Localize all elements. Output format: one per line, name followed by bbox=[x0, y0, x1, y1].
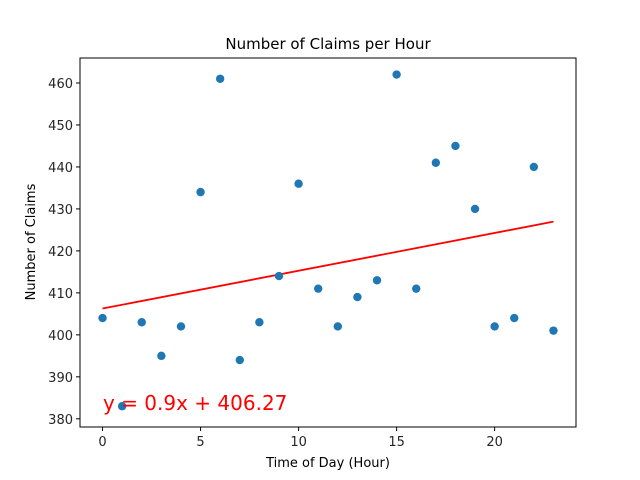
y-axis-label: Number of Claims bbox=[24, 183, 39, 300]
data-point bbox=[529, 162, 539, 172]
y-tick-label: 410 bbox=[48, 287, 73, 302]
data-point bbox=[137, 318, 146, 327]
y-tick-label: 450 bbox=[48, 119, 73, 134]
data-point bbox=[412, 284, 421, 293]
y-tick-label: 420 bbox=[48, 245, 73, 260]
regression-equation-label: y = 0.9x + 406.27 bbox=[103, 391, 287, 415]
y-tick-label: 460 bbox=[48, 77, 73, 92]
x-tick-label: 10 bbox=[290, 435, 307, 450]
data-point bbox=[510, 313, 519, 323]
x-tick-label: 20 bbox=[486, 435, 503, 450]
data-point bbox=[313, 284, 323, 293]
y-tick-label: 430 bbox=[48, 203, 73, 218]
data-point bbox=[255, 318, 264, 327]
x-tick-label: 0 bbox=[98, 435, 106, 450]
regression-line bbox=[102, 220, 554, 310]
data-point bbox=[470, 204, 480, 214]
x-tick-label: 15 bbox=[388, 435, 405, 450]
data-point bbox=[549, 326, 558, 335]
data-point bbox=[490, 322, 499, 331]
data-point bbox=[235, 355, 244, 365]
data-point bbox=[372, 276, 382, 285]
y-tick-label: 400 bbox=[48, 329, 73, 344]
chart-title: Number of Claims per Hour bbox=[225, 35, 431, 53]
x-axis-label: Time of Day (Hour) bbox=[265, 456, 390, 471]
data-point bbox=[215, 74, 225, 83]
data-point bbox=[98, 313, 107, 323]
y-tick-label: 380 bbox=[48, 413, 73, 428]
data-point bbox=[353, 292, 362, 302]
data-point bbox=[294, 179, 303, 188]
axis-ticks: 0 5 10 15 20 380 390 400 410 420 430 440 450 460 bbox=[48, 77, 503, 450]
data-point bbox=[157, 351, 166, 361]
data-point bbox=[196, 187, 205, 197]
data-point bbox=[392, 70, 401, 79]
data-point bbox=[333, 322, 343, 331]
plot-frame bbox=[79, 57, 577, 428]
plot-area bbox=[98, 70, 558, 411]
data-point bbox=[431, 158, 441, 167]
y-tick-label: 390 bbox=[48, 371, 73, 386]
x-tick-label: 5 bbox=[196, 435, 204, 450]
data-point bbox=[117, 402, 127, 411]
y-tick-label: 440 bbox=[48, 161, 73, 176]
data-point bbox=[451, 141, 460, 151]
data-point bbox=[176, 322, 186, 331]
data-point bbox=[274, 271, 284, 281]
